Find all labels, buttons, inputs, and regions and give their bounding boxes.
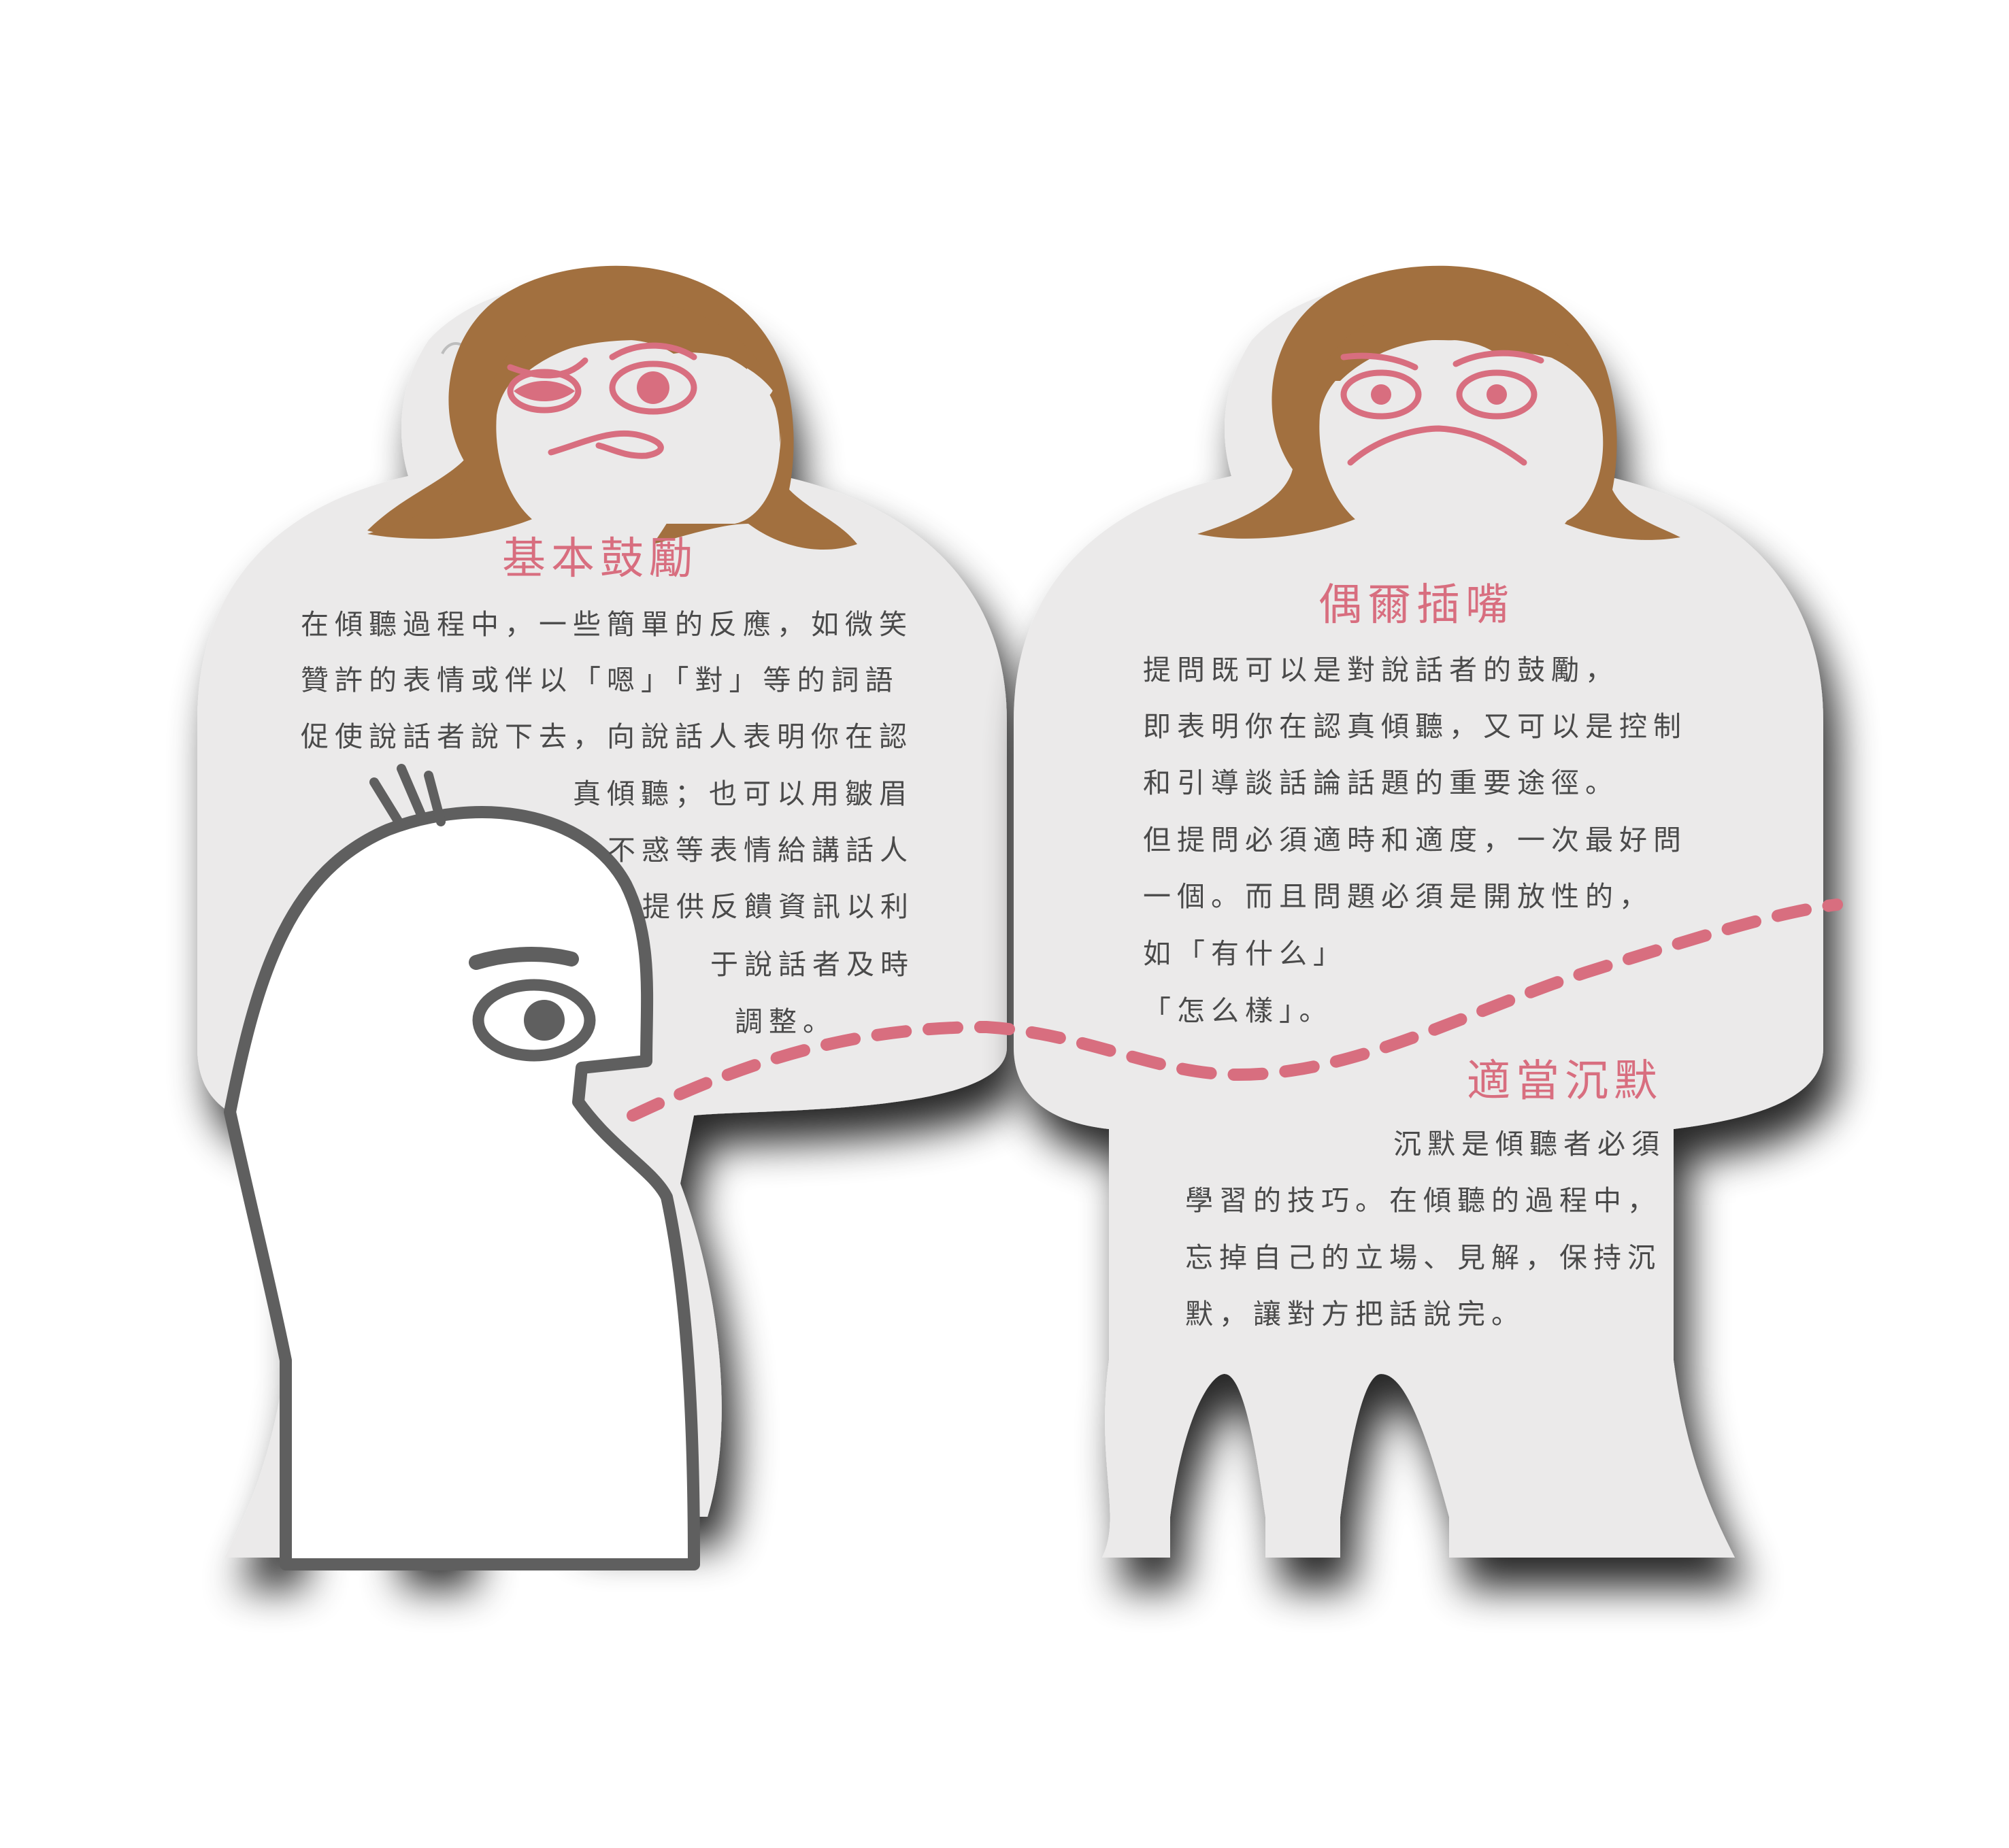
right-woman-mouth (1347, 425, 1527, 466)
left-panel-title: 基本鼓勵 (502, 534, 698, 584)
bald-man-hair-strand (369, 777, 406, 831)
bald-man-brow (469, 947, 579, 970)
bottom-panel-title: 適當沉默 (1467, 1056, 1663, 1107)
left-woman-head (367, 265, 850, 540)
left-woman-brow-left (507, 357, 588, 379)
bottom-panel-line-3: 忘掉自己的立場、見解，保持沉 (1185, 1241, 1661, 1274)
right-panel-title: 偶爾插嘴 (1318, 580, 1514, 631)
right-woman-hair-shape (1197, 265, 1680, 540)
left-panel-line-7: 于說話者及時 (710, 948, 914, 981)
left-woman-bangs-shape (493, 302, 762, 381)
left-woman-mouth (548, 430, 664, 459)
right-woman-head (1197, 265, 1680, 540)
bottom-panel-line-4: 默，讓對方把話說完。 (1185, 1298, 1525, 1330)
left-panel-line-4: 真傾聽；也可以用皺眉 (573, 777, 913, 810)
left-panel-line-5: 不惑等表情給講話人 (608, 834, 914, 867)
right-woman-brow-right (1452, 350, 1544, 367)
right-woman-eye-right (1456, 369, 1538, 420)
right-woman-bangs-shape (1316, 302, 1585, 381)
right-woman-figure (1014, 281, 1823, 1558)
right-panel-line-6: 如「有什么」 (1143, 937, 1347, 970)
left-woman-brow-right (609, 342, 697, 360)
right-panel-line-3: 和引導談話論話題的重要途徑。 (1143, 767, 1619, 799)
left-panel-line-3: 促使說話者說下去，向說話人表明你在認 (301, 720, 913, 753)
left-panel-line-2: 贊許的表情或伴以「嗯」「對」等的詞語 (301, 664, 899, 696)
bottom-panel-line-2: 學習的技巧。在傾聽的過程中， (1185, 1184, 1661, 1217)
bald-man-figure (224, 764, 700, 1570)
right-woman-body (1014, 281, 1823, 1558)
left-panel-line-8: 調整。 (735, 1005, 837, 1038)
right-panel-line-5: 一個。而且問題必須是開放性的， (1143, 880, 1653, 913)
right-panel-line-7: 「怎么樣」。 (1143, 994, 1333, 1027)
right-woman-eye-left (1340, 369, 1422, 420)
bald-man-body (224, 806, 700, 1570)
right-panel-line-1: 提問既可以是對說話者的鼓勵， (1143, 654, 1619, 686)
right-panel-line-2: 即表明你在認真傾聽，又可以是控制 (1143, 710, 1687, 743)
right-panel-line-4: 但提問必須適時和適度，一次最好問 (1143, 824, 1687, 856)
left-woman-eye-left (507, 369, 582, 414)
left-woman-eye-right (609, 360, 697, 415)
left-panel-line-1: 在傾聽過程中，一些簡單的反應，如微笑 (301, 608, 913, 641)
connection-dashed-line (627, 898, 1843, 1122)
right-woman-brow-left (1340, 352, 1418, 371)
left-panel-line-6: 提供反饋資訊以利 (642, 890, 914, 923)
bottom-panel-line-1: 沉默是傾聽者必須 (1393, 1128, 1665, 1160)
